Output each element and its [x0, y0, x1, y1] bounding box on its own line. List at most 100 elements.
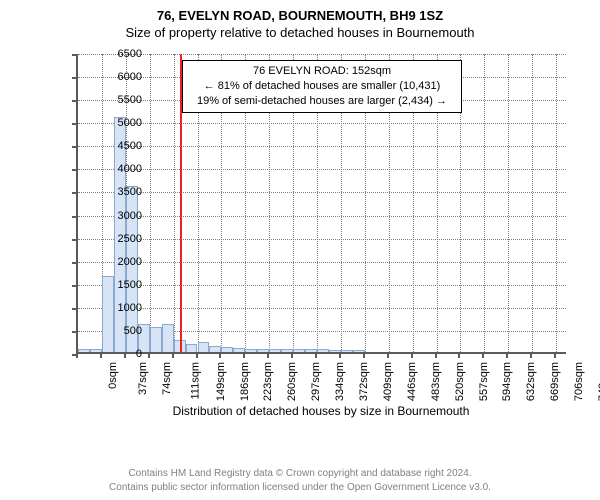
x-tick-label: 37sqm — [137, 362, 149, 395]
x-tick-mark — [315, 354, 317, 358]
x-tick-mark — [100, 354, 102, 358]
x-tick-label: 632sqm — [525, 362, 537, 401]
y-tick-mark — [72, 123, 76, 125]
annotation-box: 76 EVELYN ROAD: 152sqm← 81% of detached … — [182, 60, 462, 113]
x-tick-label: 483sqm — [430, 362, 442, 401]
y-tick-label: 5000 — [42, 117, 142, 129]
x-tick-mark — [172, 354, 174, 358]
y-tick-label: 6000 — [42, 71, 142, 83]
x-tick-label: 74sqm — [161, 362, 173, 395]
gridline-h — [78, 239, 566, 240]
bar — [305, 349, 317, 352]
gridline-v — [532, 54, 533, 352]
x-tick-label: 446sqm — [406, 362, 418, 401]
footer-line-1: Contains HM Land Registry data © Crown c… — [0, 467, 600, 481]
x-tick-label: 520sqm — [454, 362, 466, 401]
x-tick-mark — [267, 354, 269, 358]
gridline-v — [556, 54, 557, 352]
y-tick-label: 5500 — [42, 94, 142, 106]
chart-wrap: Number of detached properties 76 EVELYN … — [20, 44, 580, 414]
bar — [353, 350, 365, 352]
gridline-h — [78, 216, 566, 217]
x-tick-label: 409sqm — [382, 362, 394, 401]
y-tick-label: 1000 — [42, 302, 142, 314]
x-tick-label: 706sqm — [573, 362, 585, 401]
x-tick-mark — [435, 354, 437, 358]
x-tick-label: 297sqm — [310, 362, 322, 401]
y-tick-mark — [72, 100, 76, 102]
gridline-v — [150, 54, 151, 352]
bar — [209, 346, 221, 352]
x-tick-mark — [124, 354, 126, 358]
x-tick-mark — [458, 354, 460, 358]
x-tick-label: 669sqm — [549, 362, 561, 401]
x-tick-mark — [196, 354, 198, 358]
bar — [329, 350, 341, 352]
bar — [198, 342, 210, 352]
gridline-v — [484, 54, 485, 352]
y-tick-mark — [72, 54, 76, 56]
bar — [186, 344, 198, 352]
bar — [317, 349, 329, 352]
page-title: 76, EVELYN ROAD, BOURNEMOUTH, BH9 1SZ — [0, 0, 600, 23]
x-tick-label: 223sqm — [263, 362, 275, 401]
y-tick-label: 4000 — [42, 163, 142, 175]
bar — [293, 349, 305, 352]
bar — [281, 349, 293, 352]
page-subtitle: Size of property relative to detached ho… — [0, 23, 600, 44]
x-tick-mark — [411, 354, 413, 358]
y-tick-label: 3000 — [42, 210, 142, 222]
bar — [150, 327, 162, 352]
gridline-h — [78, 308, 566, 309]
x-tick-mark — [219, 354, 221, 358]
gridline-h — [78, 169, 566, 170]
x-tick-mark — [243, 354, 245, 358]
x-tick-label: 0sqm — [107, 362, 119, 389]
x-tick-label: 186sqm — [239, 362, 251, 401]
x-tick-label: 111sqm — [189, 362, 201, 400]
bar — [221, 347, 233, 352]
x-tick-mark — [506, 354, 508, 358]
gridline-h — [78, 146, 566, 147]
x-tick-label: 334sqm — [334, 362, 346, 401]
gridline-h — [78, 262, 566, 263]
gridline-h — [78, 54, 566, 55]
y-tick-mark — [72, 169, 76, 171]
x-tick-label: 260sqm — [286, 362, 298, 401]
bar — [341, 350, 353, 352]
y-tick-label: 3500 — [42, 186, 142, 198]
x-tick-mark — [554, 354, 556, 358]
gridline-h — [78, 123, 566, 124]
plot-area: 76 EVELYN ROAD: 152sqm← 81% of detached … — [76, 54, 566, 354]
x-tick-mark — [291, 354, 293, 358]
y-tick-label: 2500 — [42, 233, 142, 245]
x-tick-mark — [148, 354, 150, 358]
y-tick-mark — [72, 192, 76, 194]
y-tick-mark — [72, 308, 76, 310]
x-tick-mark — [387, 354, 389, 358]
y-tick-mark — [72, 285, 76, 287]
annotation-line: 19% of semi-detached houses are larger (… — [189, 94, 455, 109]
y-tick-label: 1500 — [42, 279, 142, 291]
x-tick-mark — [482, 354, 484, 358]
y-tick-label: 6500 — [42, 48, 142, 60]
x-tick-label: 594sqm — [502, 362, 514, 401]
chart-container: 76, EVELYN ROAD, BOURNEMOUTH, BH9 1SZ Si… — [0, 0, 600, 500]
y-tick-label: 0 — [42, 348, 142, 360]
y-tick-mark — [72, 262, 76, 264]
gridline-v — [174, 54, 175, 352]
x-tick-label: 149sqm — [215, 362, 227, 401]
y-tick-mark — [72, 146, 76, 148]
footer: Contains HM Land Registry data © Crown c… — [0, 467, 600, 494]
x-tick-label: 557sqm — [478, 362, 490, 401]
y-tick-mark — [72, 239, 76, 241]
footer-line-2: Contains public sector information licen… — [0, 481, 600, 495]
gridline-h — [78, 285, 566, 286]
y-tick-label: 4500 — [42, 140, 142, 152]
x-axis-label: Distribution of detached houses by size … — [76, 404, 566, 418]
y-tick-label: 500 — [42, 325, 142, 337]
bar — [233, 348, 245, 352]
gridline-h — [78, 192, 566, 193]
gridline-v — [508, 54, 509, 352]
y-tick-mark — [72, 216, 76, 218]
